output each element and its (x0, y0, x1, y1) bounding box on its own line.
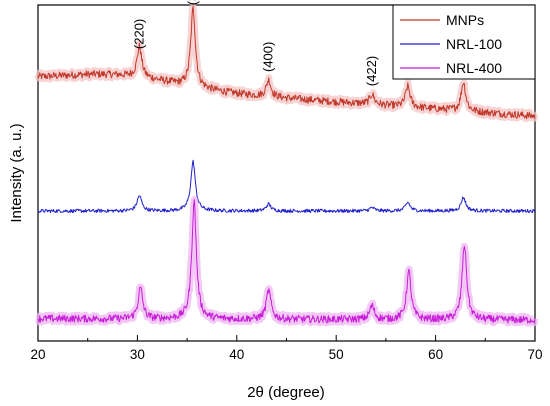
peak-label: (400) (261, 42, 276, 72)
x-tick-label: 30 (130, 347, 145, 362)
series-halo-3 (35, 196, 539, 327)
series-line-nrl-400 (37, 199, 536, 324)
legend-label-nrl-100: NRL-100 (446, 36, 502, 52)
y-axis-label: Intensity (a. u.) (8, 123, 25, 222)
x-axis: 20 30 40 50 60 70 (30, 335, 543, 362)
series-layer (34, 3, 539, 327)
x-tick-label: 50 (329, 347, 344, 362)
legend-label-nrl-400: NRL-400 (446, 60, 502, 76)
peak-label: (220) (131, 19, 146, 49)
x-tick-label: 40 (229, 347, 244, 362)
x-tick-label: 20 (30, 347, 45, 362)
x-tick-label: 60 (428, 347, 443, 362)
series-line-nrl-100 (37, 159, 536, 214)
series-line-mnps (37, 6, 536, 120)
x-axis-label: 2θ (degree) (247, 384, 325, 401)
peak-label: (311) (185, 0, 200, 5)
legend-label-mnps: MNPs (446, 12, 484, 28)
legend-box (392, 4, 536, 80)
x-tick-label: 70 (527, 347, 542, 362)
legend: MNPs NRL-100 NRL-400 (392, 4, 536, 80)
peak-label: (422) (364, 56, 379, 86)
